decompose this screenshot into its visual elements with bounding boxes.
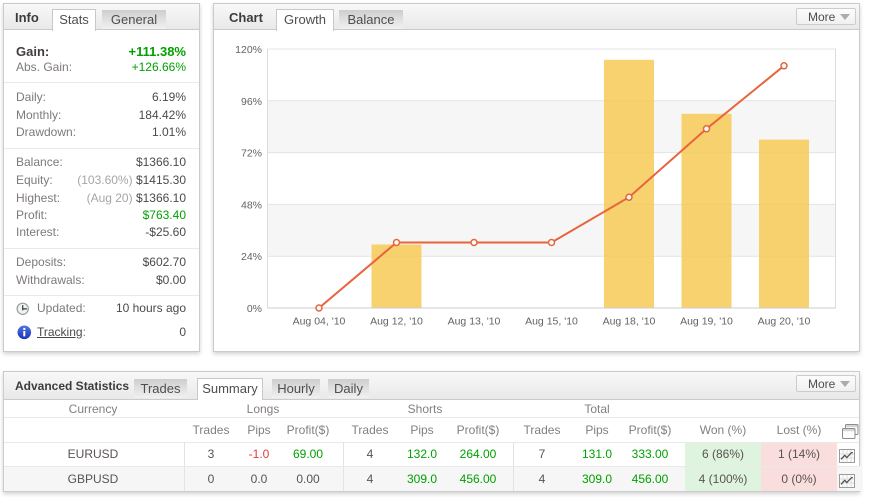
svg-text:48%: 48% xyxy=(241,199,262,211)
svg-text:96%: 96% xyxy=(241,96,262,108)
svg-text:24%: 24% xyxy=(241,251,262,263)
svg-text:Aug 13, '10: Aug 13, '10 xyxy=(448,316,501,328)
svg-text:Aug 12, '10: Aug 12, '10 xyxy=(370,316,423,328)
svg-text:Aug 19, '10: Aug 19, '10 xyxy=(680,316,733,328)
svg-text:120%: 120% xyxy=(235,44,262,56)
svg-text:Aug 18, '10: Aug 18, '10 xyxy=(603,316,656,328)
svg-text:Aug 20, '10: Aug 20, '10 xyxy=(758,316,811,328)
svg-text:72%: 72% xyxy=(241,148,262,160)
svg-text:Aug 15, '10: Aug 15, '10 xyxy=(525,316,578,328)
svg-text:0%: 0% xyxy=(247,303,262,315)
svg-text:Aug 04, '10: Aug 04, '10 xyxy=(293,316,346,328)
